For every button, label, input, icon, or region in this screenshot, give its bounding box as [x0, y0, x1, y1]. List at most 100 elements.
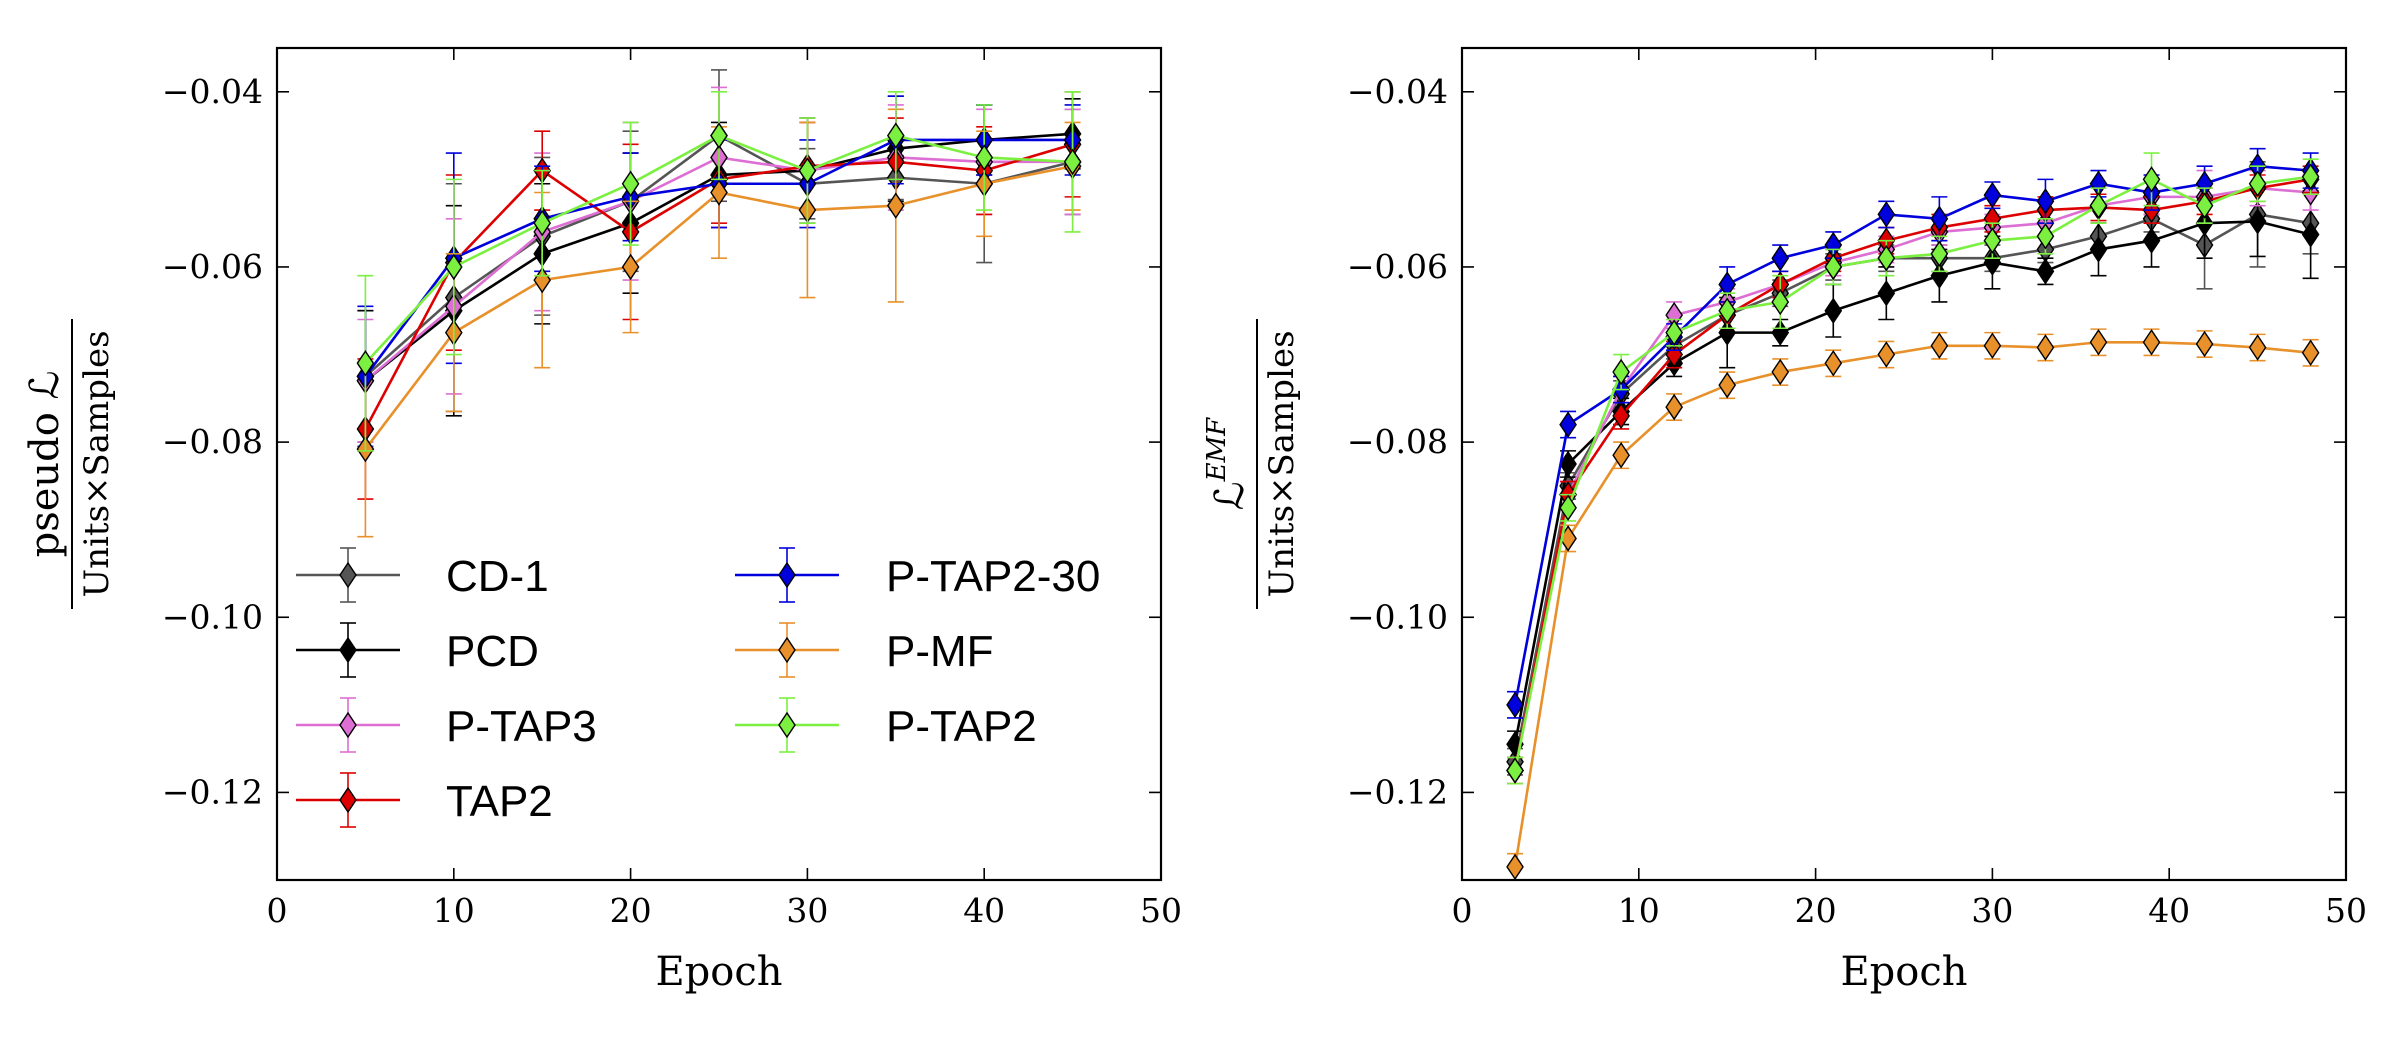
- series-line: [1513, 186, 2311, 771]
- data-point: [1930, 205, 1949, 233]
- data-point: [2036, 334, 2055, 361]
- data-point: [1506, 853, 1524, 881]
- legend-label: P-TAP3: [446, 702, 597, 751]
- data-point: [2248, 208, 2267, 235]
- data-point: [710, 179, 728, 206]
- legend-label: PCD: [446, 627, 539, 676]
- data-point: [1665, 393, 1684, 421]
- left-y-tick-label: −0.12: [162, 772, 263, 811]
- right-series-pcd: [1506, 185, 2320, 759]
- data-point: [2142, 166, 2161, 193]
- legend-label: P-TAP2: [886, 702, 1037, 751]
- data-point: [2248, 170, 2267, 198]
- data-point: [1983, 227, 2002, 254]
- right-x-tick-label: 0: [1452, 891, 1473, 930]
- series-line: [1513, 175, 2311, 771]
- data-point: [2301, 163, 2320, 191]
- legend-marker: [778, 561, 796, 589]
- right-y-tick-label: −0.10: [1347, 597, 1448, 636]
- data-point: [1877, 244, 1896, 272]
- legend-marker: [339, 636, 357, 664]
- right-y-tick-label: −0.06: [1347, 247, 1448, 286]
- data-point: [1877, 279, 1896, 307]
- data-point: [1877, 341, 1896, 368]
- data-point: [886, 192, 905, 219]
- left-x-tick-label: 10: [433, 891, 475, 930]
- right-series-p-tap2-30: [1506, 147, 2320, 719]
- data-point: [1612, 441, 1630, 469]
- data-point: [1930, 332, 1949, 360]
- y-label-denominator: Units×Samples: [1262, 330, 1302, 597]
- data-point: [1718, 297, 1737, 324]
- legend-item-p-tap2-30: P-TAP2-30: [735, 547, 1100, 603]
- data-point: [2301, 339, 2320, 367]
- data-point: [1665, 319, 1684, 346]
- right-x-tick-label: 40: [2148, 891, 2190, 930]
- y-label-numerator: pseudo ℒ: [22, 371, 68, 558]
- right-x-axis-label: Epoch: [1840, 949, 1967, 995]
- legend-marker: [339, 786, 357, 814]
- y-label-numerator: ℒEMF: [1202, 417, 1253, 510]
- data-point: [356, 350, 375, 377]
- left-x-tick-label: 20: [610, 891, 652, 930]
- left-x-tick-label: 30: [786, 891, 828, 930]
- right-y-tick-label: −0.04: [1347, 72, 1448, 111]
- right-series-p-tap2: [1506, 152, 2320, 785]
- right-x-tick-label: 20: [1795, 891, 1837, 930]
- data-point: [1063, 148, 1082, 176]
- left-x-tick-label: 50: [1140, 891, 1182, 930]
- right-plot-frame: [1460, 46, 2348, 882]
- data-point: [2036, 258, 2055, 285]
- data-point: [1824, 350, 1843, 377]
- data-point: [1877, 201, 1896, 228]
- data-point: [1559, 450, 1577, 478]
- series-line: [1513, 178, 2311, 771]
- legend-item-tap2: TAP2: [296, 772, 553, 828]
- data-point: [1771, 288, 1790, 316]
- right-y-tick-label: −0.08: [1347, 422, 1448, 461]
- left-y-tick-label: −0.04: [162, 72, 263, 111]
- data-point: [2195, 192, 2214, 219]
- data-point: [2301, 221, 2320, 248]
- left-x-tick-label: 0: [267, 891, 288, 930]
- data-point: [710, 122, 728, 149]
- data-point: [621, 253, 640, 281]
- data-point: [1824, 253, 1843, 281]
- left-y-tick-label: −0.10: [162, 597, 263, 636]
- right-x-tick-label: 50: [2325, 891, 2367, 930]
- data-point: [1983, 181, 2002, 209]
- data-point: [975, 144, 994, 171]
- left-x-axis-label: Epoch: [655, 949, 782, 995]
- data-point: [1983, 332, 2002, 360]
- data-point: [1771, 358, 1790, 386]
- data-point: [2036, 188, 2055, 215]
- legend-marker: [339, 711, 357, 739]
- legend-label: TAP2: [446, 777, 553, 826]
- legend-item-p-mf: P-MF: [735, 622, 994, 678]
- data-point: [2036, 223, 2055, 250]
- y-label-superscript: EMF: [1202, 417, 1232, 483]
- legend-item-p-tap3: P-TAP3: [296, 697, 597, 753]
- data-point: [798, 157, 817, 184]
- data-point: [2142, 227, 2161, 254]
- right-y-tick-label: −0.12: [1347, 772, 1448, 811]
- legend-item-pcd: PCD: [296, 622, 539, 678]
- data-point: [1612, 358, 1630, 386]
- data-point: [2089, 236, 2108, 263]
- data-point: [1771, 244, 1790, 272]
- series-line: [1513, 340, 2311, 868]
- right-series-p-mf: [1506, 328, 2320, 881]
- left-plot-frame: [275, 46, 1163, 882]
- data-point: [1506, 691, 1524, 719]
- data-point: [2089, 329, 2108, 356]
- y-label-denominator: Units×Samples: [77, 330, 117, 597]
- left-chart-panel: 0 10 20 30 40 50 −0.04 −0.06 −0.08 −0.10 −0.12 Epoc…: [22, 46, 1182, 995]
- right-x-tick-label: 30: [1971, 891, 2013, 930]
- right-y-axis-label: ℒEMF Units×Samples: [1202, 319, 1302, 609]
- legend-marker: [339, 561, 357, 589]
- left-x-tick-label: 40: [963, 891, 1005, 930]
- right-chart-panel: 0 10 20 30 40 50 −0.04 −0.06 −0.08 −0.10 −0.12 Epoc…: [1202, 46, 2367, 995]
- legend-label: P-MF: [886, 627, 994, 676]
- left-y-tick-label: −0.06: [162, 247, 263, 286]
